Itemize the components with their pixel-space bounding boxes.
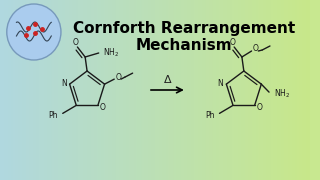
Text: O: O: [257, 103, 262, 112]
Text: N: N: [218, 79, 223, 88]
Text: Ph: Ph: [48, 111, 58, 120]
Text: Cornforth Rearrangement: Cornforth Rearrangement: [73, 21, 295, 35]
Text: O: O: [100, 103, 106, 112]
Text: O: O: [229, 37, 235, 46]
Text: O: O: [73, 37, 78, 46]
Text: Δ: Δ: [164, 75, 171, 85]
Text: NH$_2$: NH$_2$: [103, 47, 119, 59]
Text: O: O: [252, 44, 258, 53]
Text: Ph: Ph: [205, 111, 214, 120]
Text: N: N: [61, 79, 67, 88]
Circle shape: [7, 4, 61, 60]
Text: O: O: [115, 73, 121, 82]
Text: NH$_2$: NH$_2$: [274, 88, 290, 100]
Text: Mechanism: Mechanism: [136, 37, 232, 53]
